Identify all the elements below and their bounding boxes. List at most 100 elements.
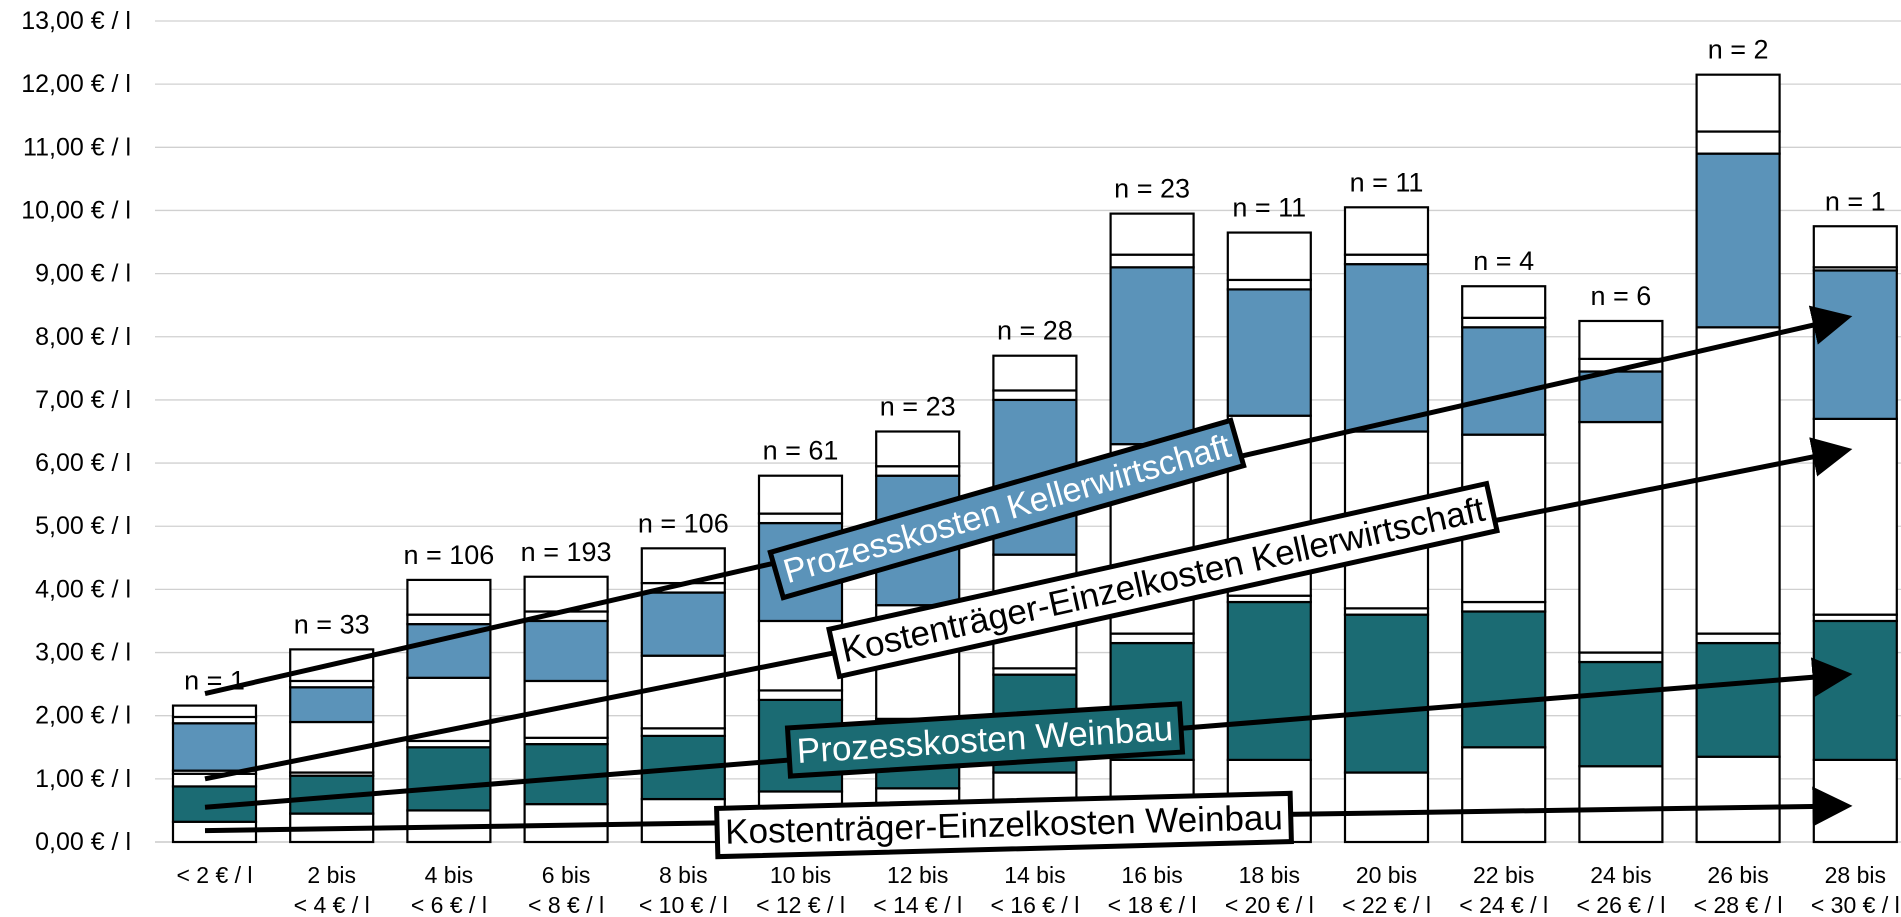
x-tick-label: < 20 € / l: [1225, 892, 1314, 917]
y-tick-label: 9,00 € / l: [35, 260, 131, 288]
bar-stack: [289, 648, 375, 844]
bar-segment: [171, 722, 258, 772]
y-tick-label: 12,00 € / l: [21, 70, 131, 98]
x-tick-label: < 28 € / l: [1694, 892, 1783, 917]
count-label: n = 4: [1473, 246, 1534, 276]
bar-segment: [757, 512, 844, 525]
x-tick-label: 20 bis: [1356, 862, 1417, 888]
x-tick-label: 24 bis: [1590, 862, 1651, 888]
y-tick-label: 5,00 € / l: [35, 512, 131, 540]
bar-segment: [1461, 326, 1547, 436]
bar-segment: [1461, 316, 1547, 329]
bar-segment: [757, 474, 844, 515]
x-tick-label: < 16 € / l: [990, 892, 1079, 917]
bar-segment: [1695, 632, 1781, 645]
bar-segment: [1109, 212, 1195, 256]
y-tick-label: 3,00 € / l: [35, 639, 131, 667]
count-label: n = 106: [403, 540, 494, 570]
bar-segment: [289, 648, 375, 683]
bar-segment: [1695, 326, 1781, 635]
bar-segment: [1695, 755, 1781, 844]
bar-segment: [1578, 370, 1664, 424]
bar-segment: [1109, 266, 1195, 446]
bar-segment: [406, 578, 492, 616]
x-tick-label: < 4 € / l: [294, 892, 370, 917]
bar-segment: [1226, 278, 1312, 291]
count-label: n = 23: [1114, 174, 1190, 204]
count-label: n = 33: [294, 609, 370, 639]
bar-segment: [1695, 73, 1781, 133]
bar-segment: [1578, 765, 1664, 844]
bar-segment: [1343, 253, 1430, 266]
x-tick-label: < 26 € / l: [1576, 892, 1665, 917]
count-label: n = 2: [1708, 35, 1769, 65]
x-tick-label: < 18 € / l: [1108, 892, 1197, 917]
x-tick-label: 8 bis: [659, 862, 708, 888]
y-tick-label: 10,00 € / l: [21, 196, 131, 224]
x-tick-label: < 8 € / l: [528, 892, 604, 917]
bar-segment: [1812, 758, 1898, 844]
bar-segment: [640, 727, 726, 738]
bar-segment: [1695, 641, 1781, 758]
bar-segment: [1343, 263, 1430, 433]
x-axis: < 2 € / l 2 bis < 4 € / l 4 bis < 6 € / l 6 b…: [176, 862, 1899, 917]
annotation-box: [826, 480, 1500, 680]
bar-segment: [1812, 619, 1898, 762]
count-label: n = 1: [1825, 186, 1886, 216]
bar-segment: [406, 613, 492, 626]
bar-segment: [1578, 319, 1664, 360]
bar-stack: [1812, 225, 1898, 844]
bar-segment: [1343, 771, 1430, 844]
bar-segment: [1343, 206, 1430, 256]
annotation-box: [784, 701, 1186, 779]
y-tick-label: 7,00 € / l: [35, 386, 131, 414]
annotation: Kostenträger-Einzelkosten Weinbau: [714, 790, 1294, 860]
x-tick-label: 12 bis: [887, 862, 948, 888]
x-tick-label: < 14 € / l: [873, 892, 962, 917]
x-tick-label: < 10 € / l: [639, 892, 728, 917]
bar-segment: [1226, 288, 1312, 417]
bar-stack: [640, 547, 726, 844]
x-tick-label: 10 bis: [770, 862, 831, 888]
x-tick-label: < 6 € / l: [411, 892, 487, 917]
bar-segment: [1109, 253, 1195, 269]
x-tick-label: < 30 € / l: [1811, 892, 1900, 917]
bar-segment: [1578, 651, 1664, 664]
bar-segment: [523, 619, 609, 683]
bar-segment: [640, 654, 726, 730]
annotation-box: [714, 790, 1294, 860]
bar-segment: [1695, 152, 1781, 329]
y-tick-label: 1,00 € / l: [35, 765, 131, 793]
bar-segment: [875, 465, 961, 477]
x-tick-label: 28 bis: [1825, 862, 1886, 888]
bar-stack: [1695, 73, 1781, 844]
count-label: n = 193: [521, 537, 612, 567]
x-tick-label: 6 bis: [542, 862, 591, 888]
bar-segment: [1461, 285, 1547, 319]
y-axis: 0,00 € / l 1,00 € / l 2,00 € / l 3,00 € / l…: [21, 7, 131, 856]
annotation-box: [767, 417, 1247, 601]
count-label: n = 61: [763, 436, 839, 466]
y-tick-label: 11,00 € / l: [23, 133, 131, 161]
bar-segment: [640, 591, 726, 657]
bar-segment: [1109, 632, 1195, 645]
x-tick-label: < 2 € / l: [176, 862, 252, 888]
x-tick-label: 14 bis: [1004, 862, 1065, 888]
bar-segment: [1461, 600, 1547, 613]
count-label: n = 11: [1232, 193, 1306, 223]
bar-segment: [1461, 746, 1547, 844]
x-tick-label: < 24 € / l: [1459, 892, 1548, 917]
bar-segment: [523, 679, 609, 739]
x-tick-label: < 12 € / l: [756, 892, 845, 917]
bar-segment: [992, 354, 1078, 392]
x-tick-label: 26 bis: [1707, 862, 1768, 888]
y-tick-label: 6,00 € / l: [35, 449, 131, 477]
bar-segment: [1343, 613, 1430, 774]
bar-segment: [406, 746, 492, 812]
bar-segment: [1695, 130, 1781, 155]
count-label: n = 11: [1350, 167, 1424, 197]
bar-segment: [1461, 610, 1547, 749]
y-tick-label: 13,00 € / l: [21, 7, 131, 35]
y-tick-label: 0,00 € / l: [35, 828, 131, 856]
bar-segment: [1812, 269, 1898, 420]
